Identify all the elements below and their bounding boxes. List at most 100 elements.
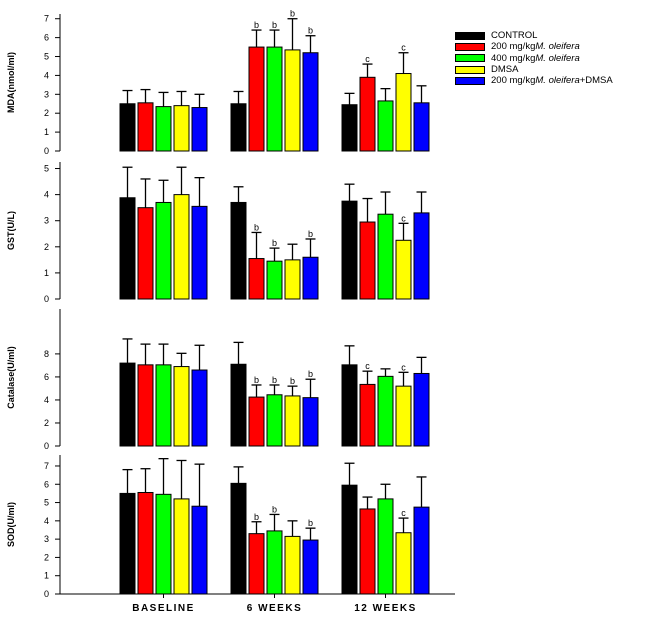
- bar: [341, 364, 358, 447]
- significance-label: b: [254, 20, 259, 30]
- y-tick-label: 4: [44, 395, 49, 405]
- legend-label: CONTROL: [491, 30, 538, 41]
- y-tick-label: 1: [44, 268, 49, 278]
- bar: [377, 100, 394, 152]
- significance-label: b: [308, 26, 313, 36]
- legend-label: 200 mg/kg: [491, 75, 536, 87]
- bar: [119, 197, 136, 300]
- legend-label: 200 mg/kg: [491, 41, 536, 53]
- y-tick-label: 7: [44, 461, 49, 471]
- legend-item: 200 mg/kg M. oleifera: [455, 41, 613, 52]
- bar: [284, 395, 301, 447]
- bar: [284, 535, 301, 595]
- significance-label: b: [272, 504, 277, 514]
- legend-swatch: [455, 76, 485, 85]
- bar: [284, 259, 301, 300]
- bar: [377, 498, 394, 595]
- legend-swatch: [455, 31, 485, 40]
- bar: [395, 385, 412, 447]
- bar: [173, 194, 190, 300]
- y-tick-label: 0: [44, 294, 49, 304]
- y-axis-label: SOD(U/ml): [6, 502, 16, 547]
- significance-label: b: [290, 9, 295, 19]
- bar: [155, 364, 172, 447]
- significance-label: b: [308, 518, 313, 528]
- bar: [230, 363, 247, 447]
- y-axis-label: GST(U/L): [6, 211, 16, 250]
- bar: [413, 372, 430, 447]
- legend-swatch: [455, 54, 485, 63]
- bar: [248, 533, 265, 595]
- y-tick-label: 2: [44, 418, 49, 428]
- bar: [284, 49, 301, 152]
- significance-label: b: [254, 375, 259, 385]
- bar: [119, 362, 136, 447]
- legend-item: DMSA: [455, 64, 613, 75]
- y-tick-label: 2: [44, 108, 49, 118]
- bar: [395, 73, 412, 152]
- legend-item: 400 mg/kg M. oleifera: [455, 53, 613, 64]
- y-axis-label: MDA(nmol/ml): [6, 52, 16, 113]
- bar: [173, 105, 190, 152]
- bar: [230, 103, 247, 152]
- y-tick-label: 6: [44, 372, 49, 382]
- significance-label: b: [272, 238, 277, 248]
- bar: [302, 539, 319, 595]
- bar: [137, 364, 154, 447]
- y-tick-label: 0: [44, 146, 49, 156]
- y-tick-label: 6: [44, 33, 49, 43]
- bar: [248, 46, 265, 152]
- bar: [413, 212, 430, 300]
- y-tick-label: 2: [44, 242, 49, 252]
- significance-label: c: [365, 54, 370, 64]
- y-tick-label: 0: [44, 441, 49, 451]
- bar: [302, 256, 319, 300]
- bar: [302, 52, 319, 152]
- bar: [359, 383, 376, 447]
- bar: [137, 102, 154, 152]
- bar: [191, 505, 208, 595]
- bar: [155, 106, 172, 152]
- significance-label: b: [254, 512, 259, 522]
- significance-label: b: [272, 20, 277, 30]
- bar: [302, 397, 319, 447]
- significance-label: b: [290, 376, 295, 386]
- bar: [395, 239, 412, 300]
- bar: [230, 482, 247, 595]
- y-tick-label: 3: [44, 534, 49, 544]
- significance-label: c: [401, 43, 406, 53]
- legend: CONTROL 200 mg/kg M. oleifera 400 mg/kg …: [455, 30, 613, 86]
- bar: [266, 46, 283, 152]
- legend-item: CONTROL: [455, 30, 613, 41]
- bar: [359, 508, 376, 595]
- bar: [155, 201, 172, 300]
- bar: [248, 396, 265, 447]
- bar: [155, 493, 172, 595]
- bar: [230, 201, 247, 300]
- x-tick-label: 6 WEEKS: [247, 603, 303, 614]
- y-tick-label: 0: [44, 589, 49, 599]
- bar: [191, 107, 208, 152]
- bar: [395, 532, 412, 595]
- significance-label: c: [401, 508, 406, 518]
- bar: [191, 205, 208, 300]
- significance-label: b: [272, 375, 277, 385]
- significance-label: c: [365, 361, 370, 371]
- y-tick-label: 5: [44, 498, 49, 508]
- bar: [377, 213, 394, 300]
- bar: [137, 207, 154, 300]
- bar: [119, 492, 136, 595]
- legend-swatch: [455, 42, 485, 51]
- y-tick-label: 3: [44, 89, 49, 99]
- bar: [266, 530, 283, 595]
- legend-label: DMSA: [491, 63, 519, 75]
- bar: [359, 76, 376, 152]
- bar: [266, 260, 283, 300]
- significance-label: c: [401, 362, 406, 372]
- legend-swatch: [455, 65, 485, 74]
- bar: [359, 221, 376, 300]
- y-axis-label: Catalase(U/ml): [6, 346, 16, 409]
- y-tick-label: 1: [44, 571, 49, 581]
